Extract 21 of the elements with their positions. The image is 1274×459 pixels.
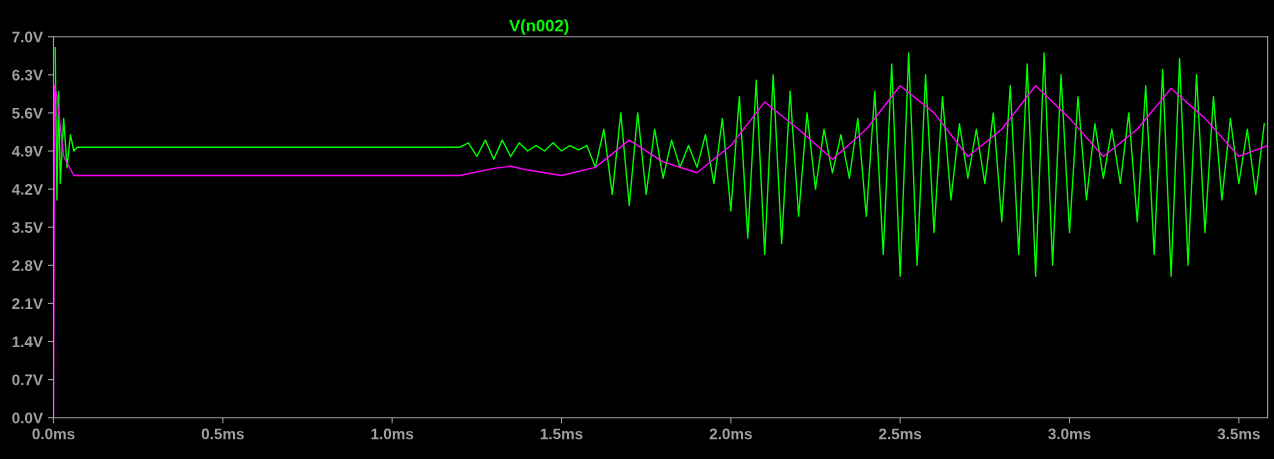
x-tick-label: 0.5ms: [201, 428, 244, 440]
x-tick-label: 1.0ms: [371, 428, 414, 440]
y-tick-label: 1.4V: [12, 336, 43, 348]
text: V(n002): [509, 19, 569, 35]
x-tick-label: 3.5ms: [1217, 428, 1260, 440]
y-tick-label: 0.7V: [12, 374, 43, 386]
y-tick-label: 2.8V: [12, 260, 43, 271]
y-tick-label: 3.5V: [12, 222, 43, 233]
y-tick-label: 4.2V: [11, 183, 43, 195]
x-tick-label: 1.5ms: [540, 428, 583, 440]
x-tick-label: 2.0ms: [709, 428, 752, 440]
y-tick-label: 7.0V: [12, 31, 43, 43]
x-tick-label: 3.0ms: [1048, 428, 1091, 440]
y-tick-label: 5.6V: [12, 107, 43, 119]
y-tick-label: 6.3V: [12, 69, 43, 81]
y-tick-label: 0.0V: [12, 412, 43, 424]
x-tick-label: 2.5ms: [879, 428, 922, 440]
y-tick-label: 4.9V: [11, 145, 43, 157]
y-tick-label: 2.1V: [12, 298, 43, 309]
line-series: [54, 46, 1265, 277]
x-tick-label: 0.0ms: [32, 428, 75, 440]
